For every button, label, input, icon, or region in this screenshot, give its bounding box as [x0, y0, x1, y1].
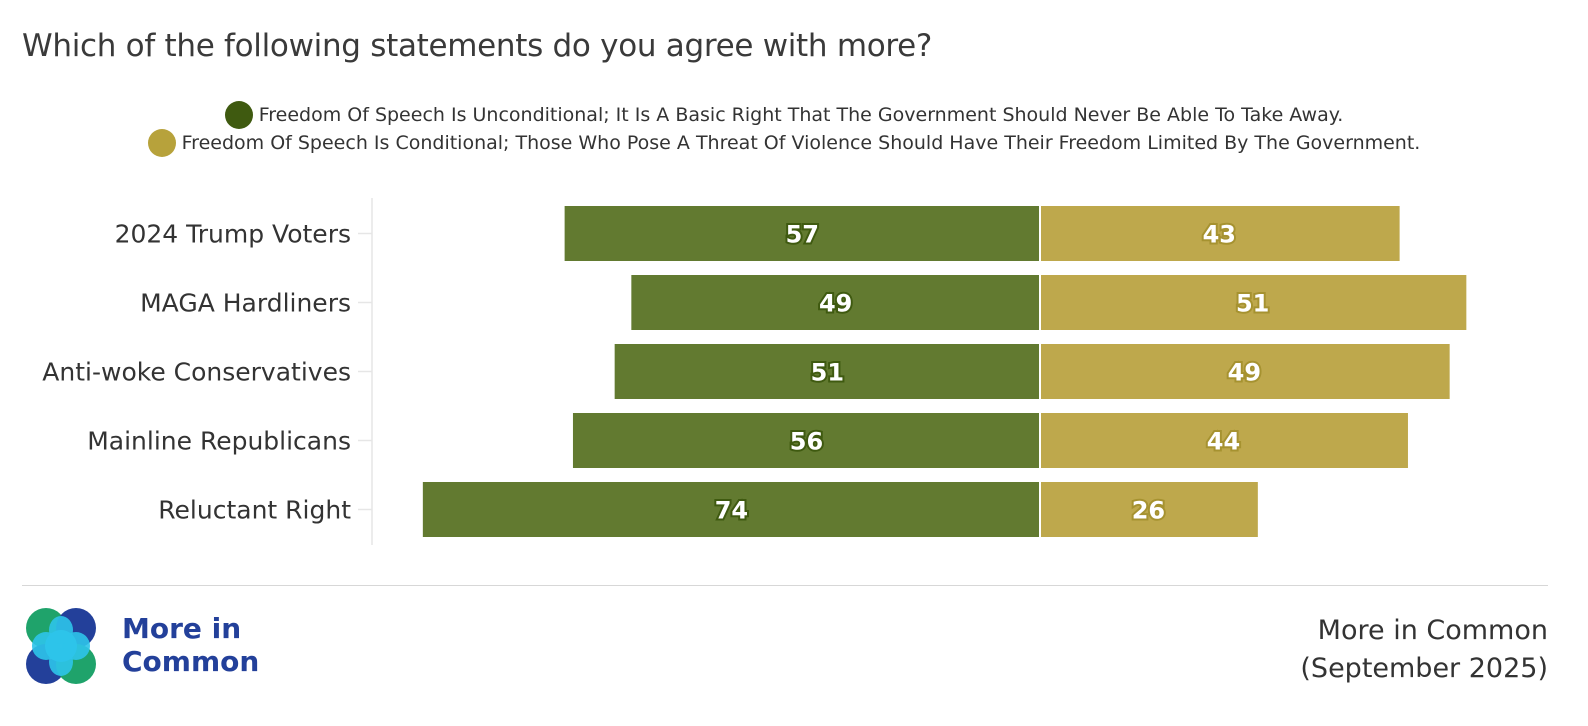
data-label-conditional: 44 — [1207, 428, 1240, 456]
data-label-unconditional: 57 — [786, 221, 819, 249]
legend-label-conditional: Freedom Of Speech Is Conditional; Those … — [181, 132, 1421, 154]
category-label: Mainline Republicans — [87, 427, 351, 456]
source-note: More in Common (September 2025) — [1300, 612, 1548, 688]
legend-label-unconditional: Freedom Of Speech Is Unconditional; It I… — [258, 104, 1344, 126]
category-label: Anti-woke Conservatives — [42, 358, 351, 387]
bar-unconditional — [631, 275, 1039, 330]
data-label-conditional: 49 — [1228, 359, 1261, 387]
bar-conditional — [1041, 413, 1408, 468]
bar-chart: 2024 Trump Voters 57 43 MAGA Hardliners 49 51… — [42, 198, 1467, 545]
bar-conditional — [1041, 275, 1467, 330]
legend-item-conditional[interactable]: Freedom Of Speech Is Conditional; Those … — [0, 129, 1568, 157]
bar-unconditional — [422, 482, 1040, 537]
bar-conditional — [1041, 206, 1400, 261]
data-label-unconditional: 49 — [819, 290, 852, 318]
bar-unconditional — [564, 206, 1039, 261]
brand-line-1: More in — [122, 612, 242, 645]
legend-swatch-unconditional — [224, 101, 253, 129]
category-label: 2024 Trump Voters — [115, 220, 351, 249]
brand-name: More in Common — [122, 612, 259, 678]
source-line-2: (September 2025) — [1300, 653, 1548, 684]
source-line-1: More in Common — [1317, 615, 1548, 646]
data-label-conditional: 26 — [1132, 497, 1165, 525]
legend-swatch-conditional — [147, 129, 176, 157]
bar-conditional — [1041, 344, 1450, 399]
chart-title: Which of the following statements do you… — [22, 28, 933, 64]
data-label-conditional: 51 — [1236, 290, 1269, 318]
brand-line-2: Common — [122, 645, 260, 678]
more-in-common-logo-icon — [26, 608, 96, 684]
data-label-unconditional: 56 — [790, 428, 823, 456]
bar-unconditional — [572, 413, 1039, 468]
data-label-unconditional: 74 — [715, 497, 748, 525]
category-label: Reluctant Right — [158, 496, 351, 525]
category-label: MAGA Hardliners — [140, 289, 351, 318]
data-label-unconditional: 51 — [811, 359, 844, 387]
bar-unconditional — [614, 344, 1039, 399]
legend-item-unconditional[interactable]: Freedom Of Speech Is Unconditional; It I… — [0, 101, 1568, 129]
bar-conditional — [1041, 482, 1258, 537]
data-label-conditional: 43 — [1203, 221, 1236, 249]
footer-divider — [22, 585, 1548, 586]
